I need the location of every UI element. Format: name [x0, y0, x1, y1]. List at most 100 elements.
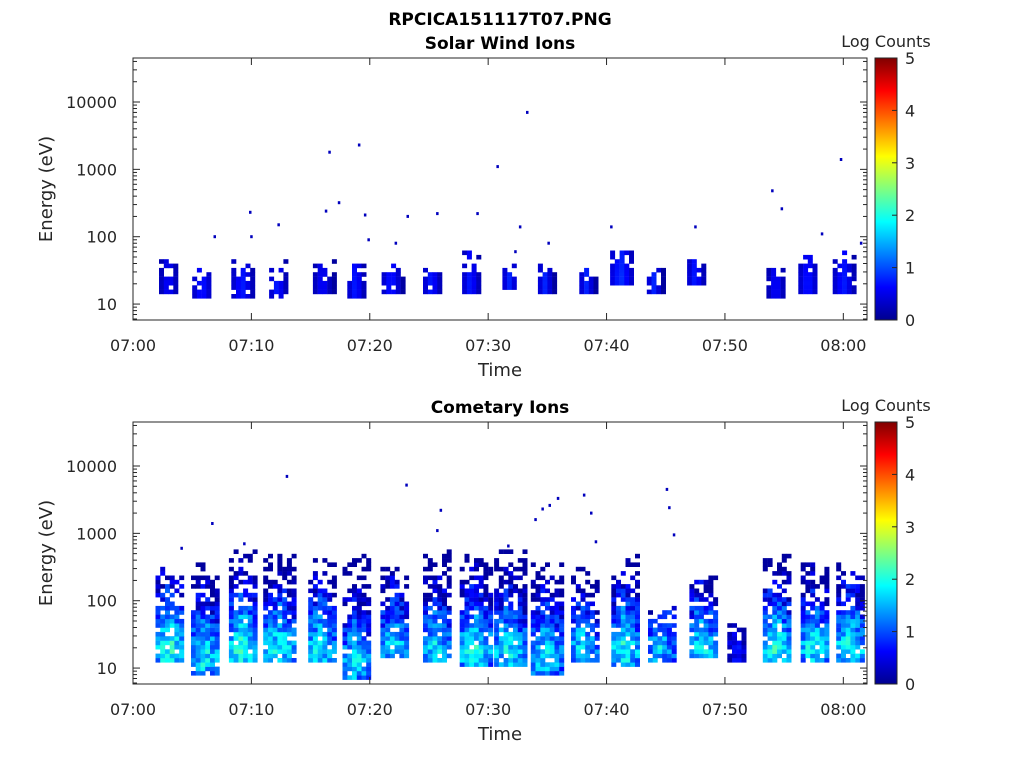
solar-wind-cell [168, 263, 174, 269]
cometary-cell [191, 653, 196, 659]
cometary-cell [777, 618, 782, 624]
cometary-cell [195, 610, 201, 615]
cometary-cell [814, 653, 820, 659]
cometary-cell [191, 636, 196, 641]
cometary-cell [498, 614, 504, 620]
cometary-cell [179, 618, 185, 624]
cometary-cell [247, 631, 253, 637]
cometary-cell [810, 618, 816, 624]
cometary-cell [404, 575, 410, 581]
cometary-cell [361, 592, 367, 598]
cometary-cell [268, 649, 273, 654]
cometary-cell [503, 549, 509, 554]
cometary-cell [474, 644, 479, 650]
cometary-cell [174, 618, 180, 624]
cometary-cell [585, 610, 591, 615]
cometary-cell [786, 597, 792, 602]
cometary-cell [494, 627, 500, 633]
cometary-cell [352, 627, 357, 633]
cometary-cell [459, 614, 465, 620]
cometary-cell [841, 618, 846, 624]
cometary-cell [380, 614, 386, 620]
cometary-cell [210, 653, 215, 659]
cometary-cell [819, 575, 825, 581]
cometary-cell [625, 644, 631, 650]
cometary-cell [243, 571, 249, 576]
cometary-cell [179, 658, 185, 663]
cometary-cell [554, 653, 560, 659]
cometary-cell [169, 649, 175, 654]
cometary-speck [211, 522, 214, 525]
cometary-cell [611, 636, 617, 641]
solar-wind-cell [391, 272, 397, 277]
cometary-cell [580, 614, 586, 620]
cometary-cell [575, 566, 581, 572]
cometary-cell [508, 636, 514, 641]
solar-wind-cell [466, 289, 472, 295]
cometary-cell [522, 588, 528, 594]
solar-wind-speck [436, 212, 439, 216]
cometary-cell [342, 653, 348, 659]
cometary-cell [366, 627, 372, 633]
cometary-cell [513, 618, 518, 624]
cometary-cell [380, 640, 386, 646]
solar-wind-cell [322, 272, 328, 277]
cometary-cell [446, 627, 452, 633]
cometary-cell [786, 618, 792, 624]
cometary-cell [308, 636, 314, 641]
cometary-cell [786, 636, 792, 641]
cometary-cell [616, 658, 621, 663]
cometary-cell [850, 627, 856, 633]
cometary-cell [549, 614, 555, 620]
cometary-cell [155, 592, 161, 598]
cometary-cell [174, 605, 180, 611]
cometary-cell [767, 644, 773, 650]
cometary-cell [174, 623, 180, 628]
cometary-cell [205, 618, 211, 624]
solar-wind-cell [812, 263, 818, 269]
cometary-cell [399, 623, 405, 628]
cometary-cell [800, 653, 806, 659]
cometary-cell [291, 631, 297, 637]
cometary-cell [698, 631, 704, 637]
cometary-cell [630, 658, 636, 663]
cometary-cell [317, 653, 323, 659]
solar-wind-cell [201, 289, 207, 295]
cometary-cell [594, 588, 600, 594]
cometary-cell [247, 644, 253, 650]
cometary-cell [155, 588, 161, 594]
cometary-cell [404, 623, 410, 628]
solar-wind-cell [159, 276, 164, 282]
cometary-cell [559, 640, 565, 646]
cometary-cell [786, 623, 792, 628]
cometary-cell [554, 623, 560, 628]
cometary-cell [781, 614, 787, 620]
cometary-cell [689, 640, 695, 646]
cometary-speck [180, 546, 183, 550]
solar-wind-cell [250, 267, 256, 273]
cometary-cell [824, 601, 830, 607]
cometary-cell [859, 575, 865, 581]
cometary-cell [179, 605, 185, 611]
cometary-cell [394, 623, 400, 628]
cometary-cell [385, 610, 391, 615]
cometary-cell [662, 640, 668, 646]
cometary-cell [824, 623, 830, 628]
cometary-cell [322, 601, 328, 607]
cometary-cell [590, 640, 595, 646]
cometary-cell [464, 636, 470, 641]
cometary-cell [277, 658, 283, 663]
cometary-cell [478, 575, 484, 581]
cometary-cell [530, 610, 536, 615]
solar-wind-cell [245, 294, 251, 299]
cometary-cell [277, 588, 283, 594]
solar-wind-cell [250, 280, 256, 286]
cometary-cell [233, 618, 239, 624]
cometary-cell [535, 671, 541, 676]
solar-wind-speck [771, 189, 774, 193]
cometary-cell [671, 636, 677, 641]
cometary-cell [708, 601, 714, 607]
cometary-cell [517, 588, 523, 594]
cometary-cell [312, 584, 318, 589]
cometary-cell [366, 601, 372, 607]
